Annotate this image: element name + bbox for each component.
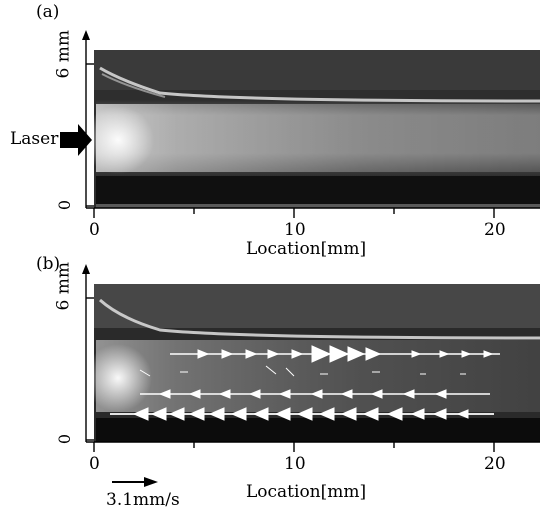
panel-b-axes xyxy=(82,264,540,452)
panel-b-x-tick-10: 10 xyxy=(284,454,306,474)
panel-a-x-tick-0: 0 xyxy=(89,220,100,240)
panel-b-label: (b) xyxy=(36,254,61,274)
panel-a-x-axis-label: Location[mm] xyxy=(246,239,367,259)
scale-label: 3.1mm/s xyxy=(106,490,180,510)
panel-b-x-axis-label: Location[mm] xyxy=(246,482,367,502)
panel-b-x-tick-0: 0 xyxy=(89,454,100,474)
velocity-arrows-top-row xyxy=(170,345,500,363)
velocity-arrows-bottom-row xyxy=(110,407,494,421)
panel-b-x-tick-20: 20 xyxy=(484,454,506,474)
laser-label: Laser xyxy=(10,129,59,149)
panel-a-y-axis-label: 6 mm xyxy=(53,30,74,79)
panel-b-photo xyxy=(84,284,541,442)
panel-b-y-zero-label: 0 xyxy=(55,433,75,445)
panel-a-photo xyxy=(82,50,541,208)
panel-a-x-tick-20: 20 xyxy=(484,220,506,240)
panel-a-axes xyxy=(82,30,540,218)
panel-a-x-tick-10: 10 xyxy=(284,220,306,240)
laser-arrow-icon xyxy=(60,124,92,156)
panel-a-label: (a) xyxy=(36,2,60,22)
velocity-arrows-middle-row xyxy=(139,365,466,377)
panel-a-y-zero-label: 0 xyxy=(55,199,75,211)
scale-arrow-icon xyxy=(112,477,158,487)
velocity-arrows-lower-row xyxy=(140,389,490,399)
panel-b-y-axis-label: 6 mm xyxy=(53,262,74,311)
